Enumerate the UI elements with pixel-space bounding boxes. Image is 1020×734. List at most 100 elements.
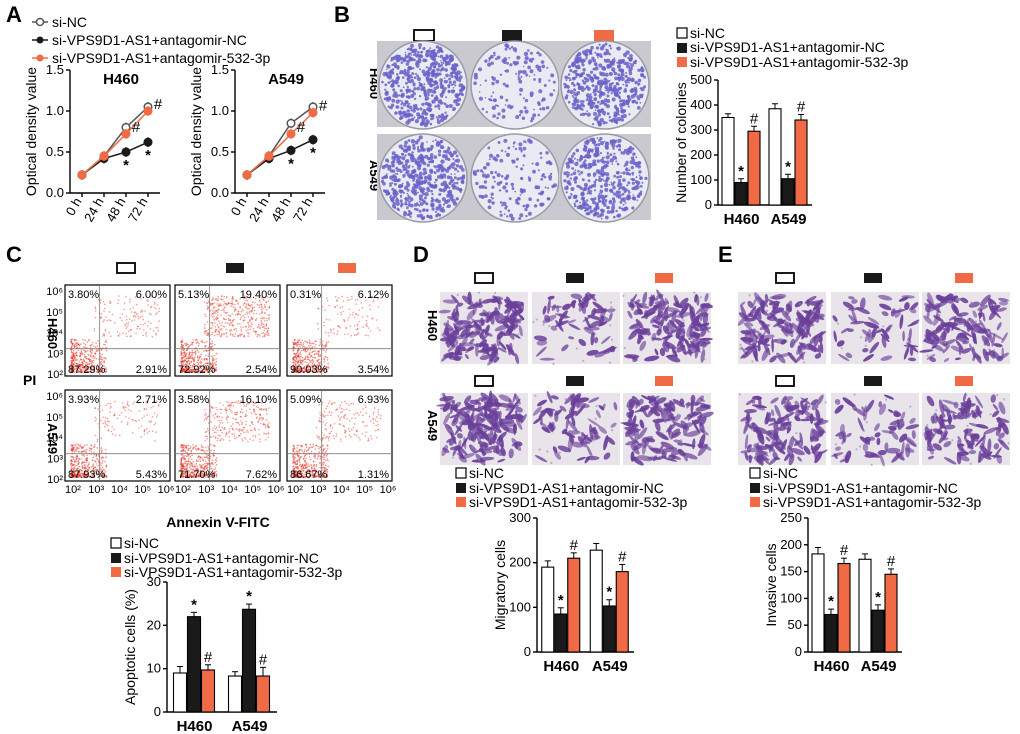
cell-event — [210, 349, 212, 351]
colony — [491, 76, 494, 79]
colony — [541, 174, 545, 178]
colony — [409, 148, 412, 151]
colony — [618, 206, 622, 209]
colony — [453, 63, 458, 67]
cell-event — [203, 301, 206, 304]
colony — [574, 93, 579, 97]
colony — [572, 96, 575, 99]
cell-event — [155, 431, 157, 433]
colony — [581, 112, 586, 117]
cell-event — [199, 460, 202, 463]
colony — [590, 190, 593, 192]
cell-event — [207, 328, 210, 331]
cell-event — [227, 314, 230, 316]
legend-a-si-nc: si-NC — [52, 14, 87, 30]
colony — [577, 170, 580, 173]
cell-event — [308, 339, 311, 341]
colony — [502, 185, 507, 190]
colony — [604, 199, 608, 202]
cell-event — [153, 423, 155, 426]
colony — [617, 73, 621, 77]
colony — [623, 109, 626, 112]
cell-event — [336, 330, 339, 333]
cell-event — [100, 355, 102, 357]
colony — [603, 182, 609, 188]
cell-event — [76, 448, 78, 450]
colony — [567, 195, 572, 200]
cell-event — [195, 338, 198, 341]
colony — [510, 182, 514, 187]
cell-event — [70, 350, 73, 353]
colony — [518, 146, 522, 151]
colony — [427, 93, 430, 97]
colony — [408, 57, 412, 61]
cell-event — [261, 312, 263, 315]
colony — [391, 83, 395, 88]
cell-event — [229, 332, 232, 335]
colony — [404, 51, 407, 54]
cell-event — [250, 305, 252, 308]
colony — [636, 95, 639, 97]
colony — [597, 177, 603, 183]
colony — [529, 91, 534, 96]
colony — [616, 107, 619, 110]
cell-event — [183, 359, 186, 361]
cell-event — [309, 346, 311, 349]
cell-event — [328, 304, 330, 307]
cell-event — [132, 403, 134, 405]
colony — [387, 105, 390, 108]
cell-event — [223, 296, 226, 298]
colony — [624, 75, 627, 78]
colony — [607, 91, 610, 94]
colony — [454, 167, 458, 171]
colony — [454, 173, 456, 175]
cell-event — [302, 359, 305, 362]
cell-event — [352, 311, 354, 314]
cell-event — [198, 356, 200, 359]
colony — [631, 77, 634, 80]
colony — [639, 184, 643, 188]
colony — [599, 137, 603, 141]
colony — [594, 147, 598, 151]
cell-event — [101, 353, 103, 356]
cell-event — [302, 342, 305, 344]
colony — [418, 95, 422, 98]
cell-event — [342, 300, 345, 302]
colony — [532, 169, 536, 174]
panel-label-d: D — [413, 242, 429, 267]
cell-event — [72, 446, 75, 449]
colony — [441, 146, 445, 149]
colony — [436, 85, 440, 89]
cell-event — [369, 330, 372, 332]
cell-event — [139, 311, 142, 313]
colony — [582, 80, 587, 85]
cell-event — [87, 464, 89, 466]
colony — [598, 192, 601, 195]
colony — [426, 214, 430, 218]
cell-event — [318, 358, 320, 361]
cell-event — [138, 410, 141, 412]
colony — [398, 112, 402, 116]
cell-event — [250, 325, 252, 328]
cell-event — [220, 304, 223, 307]
colony — [577, 51, 582, 57]
cell-event — [358, 320, 360, 323]
cell-event — [142, 324, 145, 326]
colony — [582, 68, 586, 72]
colony — [410, 54, 413, 56]
cell-event — [141, 417, 143, 420]
colony — [571, 167, 574, 170]
cell-event — [75, 446, 78, 449]
cell-event — [315, 352, 318, 355]
cell-event — [260, 303, 263, 306]
cell-event — [213, 334, 216, 337]
colony — [523, 60, 528, 65]
colony — [436, 120, 441, 125]
cell-event — [343, 318, 345, 321]
colony — [574, 176, 578, 180]
cell-event — [116, 331, 119, 333]
cell-event — [298, 343, 300, 346]
cell-event — [109, 300, 111, 303]
cell-event — [229, 330, 231, 332]
cell-event — [215, 457, 218, 460]
